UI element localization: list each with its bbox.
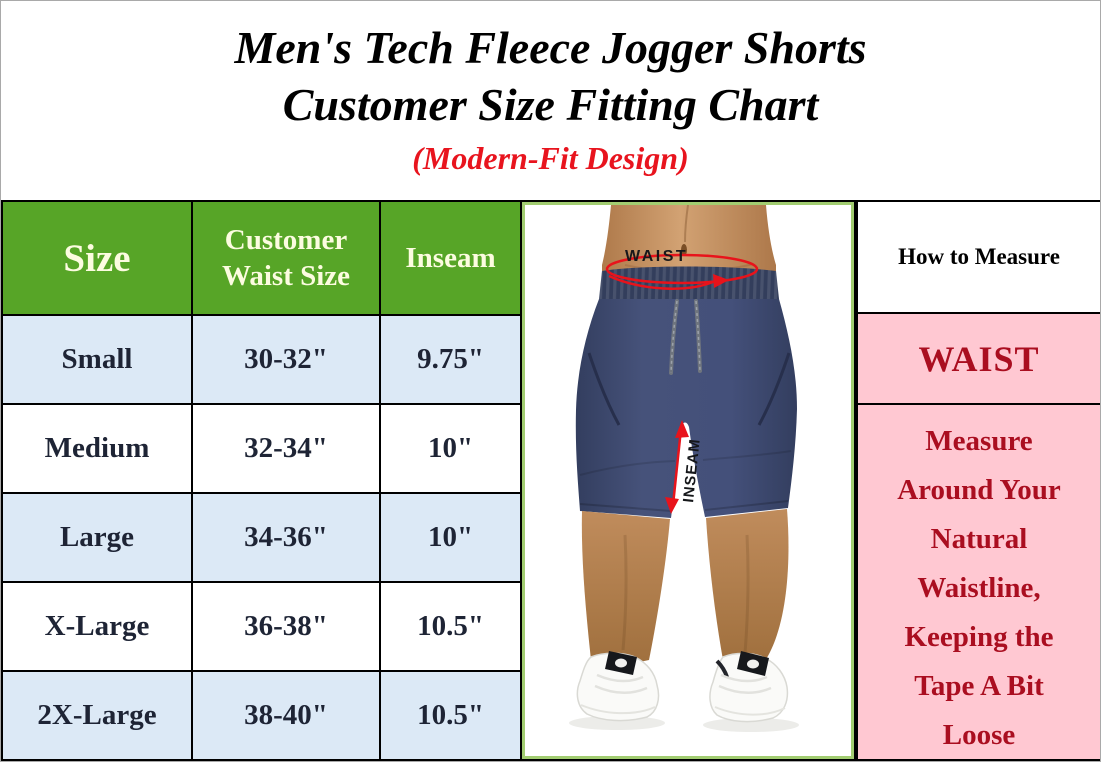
column-header-size: Size [1,200,193,316]
table-row: Large 34-36" 10" [1,492,522,583]
table-row: X-Large 36-38" 10.5" [1,581,522,672]
instruction-line: Loose [942,719,1016,751]
inseam-cell: 10" [379,403,522,494]
waist-arrowhead [713,274,729,288]
column-header-waist: Customer Waist Size [191,200,381,316]
waist-section-title: WAIST [856,312,1100,405]
jogger-shorts [575,299,797,518]
model-wearing-shorts-photo: WAIST INSEAM [569,205,799,732]
pocket-seam-left [587,352,621,426]
instruction-line: Waistline, [917,572,1041,604]
size-chart: Size Customer Waist Size Inseam Small 30… [1,200,522,761]
how-to-measure-header: How to Measure [856,200,1100,314]
measure-panel: How to Measure WAIST Measure Around Your… [856,200,1100,761]
inseam-annotation: INSEAM [665,420,704,514]
size-cell: Large [1,492,193,583]
sneakers [569,651,799,732]
column-header-inseam: Inseam [379,200,522,316]
photo-green-frame: WAIST INSEAM [522,202,854,759]
page-title-line1: Men's Tech Fleece Jogger Shorts [234,22,867,73]
size-cell: Medium [1,403,193,494]
waist-measure-ellipse [605,253,759,285]
waist-cell: 32-34" [191,403,381,494]
waist-cell: 34-36" [191,492,381,583]
size-chart-table: Size Customer Waist Size Inseam Small 30… [1,200,522,761]
inseam-cell: 10" [379,492,522,583]
inseam-cell: 9.75" [379,314,522,405]
page-subtitle: (Modern-Fit Design) [412,140,689,176]
waist-instructions: Measure Around Your Natural Waistline, K… [856,403,1100,761]
page-title-line2: Customer Size Fitting Chart [282,79,819,130]
title-block: Men's Tech Fleece Jogger Shorts Customer… [1,1,1100,200]
table-row: 2X-Large 38-40" 10.5" [1,670,522,761]
inseam-cell: 10.5" [379,581,522,672]
table-row: Small 30-32" 9.75" [1,314,522,405]
model-legs [581,509,789,663]
size-cell: X-Large [1,581,193,672]
size-cell: Small [1,314,193,405]
waist-photo-label: WAIST [625,248,688,265]
instruction-line: Keeping the [904,621,1054,653]
content-band: Size Customer Waist Size Inseam Small 30… [1,200,1100,761]
model-torso [602,205,776,277]
inseam-photo-label: INSEAM [680,438,704,504]
table-row: Medium 32-34" 10" [1,403,522,494]
waist-annotation: WAIST [605,248,759,290]
instruction-line: Around Your [897,474,1061,506]
pocket-seam-right [757,352,791,426]
product-photo-cell: WAIST INSEAM [520,200,856,761]
instruction-line: Natural [930,523,1028,555]
waist-cell: 36-38" [191,581,381,672]
waist-cell: 38-40" [191,670,381,761]
inseam-cell: 10.5" [379,670,522,761]
navel [681,244,687,256]
table-header-row: Size Customer Waist Size Inseam [1,200,522,316]
size-cell: 2X-Large [1,670,193,761]
instruction-line: Tape A Bit [914,670,1044,702]
waist-cell: 30-32" [191,314,381,405]
instruction-line: Measure [925,425,1033,457]
